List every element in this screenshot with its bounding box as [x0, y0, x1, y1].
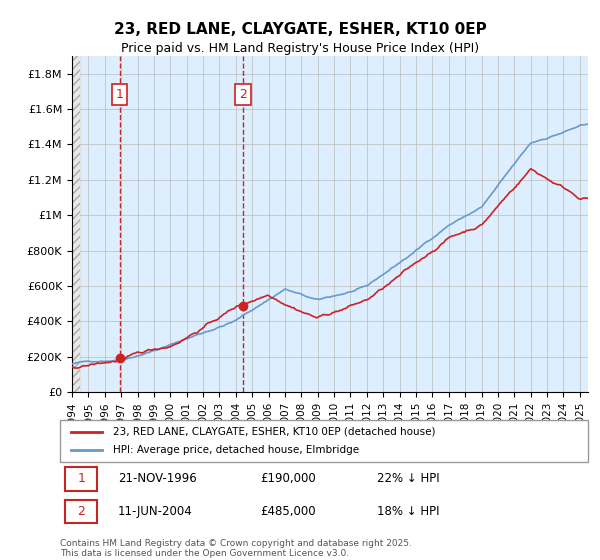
- Bar: [72, 56, 80, 392]
- Text: 23, RED LANE, CLAYGATE, ESHER, KT10 0EP (detached house): 23, RED LANE, CLAYGATE, ESHER, KT10 0EP …: [113, 427, 436, 437]
- Text: 22% ↓ HPI: 22% ↓ HPI: [377, 473, 439, 486]
- Text: 23, RED LANE, CLAYGATE, ESHER, KT10 0EP: 23, RED LANE, CLAYGATE, ESHER, KT10 0EP: [113, 22, 487, 38]
- FancyBboxPatch shape: [60, 420, 588, 462]
- FancyBboxPatch shape: [65, 468, 97, 491]
- Text: 1: 1: [116, 88, 124, 101]
- Text: 2: 2: [239, 88, 247, 101]
- Text: 2: 2: [77, 505, 85, 517]
- Text: £190,000: £190,000: [260, 473, 316, 486]
- Bar: [72, 56, 80, 392]
- Text: £485,000: £485,000: [260, 505, 316, 517]
- Text: Price paid vs. HM Land Registry's House Price Index (HPI): Price paid vs. HM Land Registry's House …: [121, 42, 479, 55]
- Text: 11-JUN-2004: 11-JUN-2004: [118, 505, 193, 517]
- Text: HPI: Average price, detached house, Elmbridge: HPI: Average price, detached house, Elmb…: [113, 445, 359, 455]
- FancyBboxPatch shape: [65, 500, 97, 523]
- Text: 18% ↓ HPI: 18% ↓ HPI: [377, 505, 439, 517]
- Text: 21-NOV-1996: 21-NOV-1996: [118, 473, 197, 486]
- Text: Contains HM Land Registry data © Crown copyright and database right 2025.
This d: Contains HM Land Registry data © Crown c…: [60, 539, 412, 558]
- Text: 1: 1: [77, 473, 85, 486]
